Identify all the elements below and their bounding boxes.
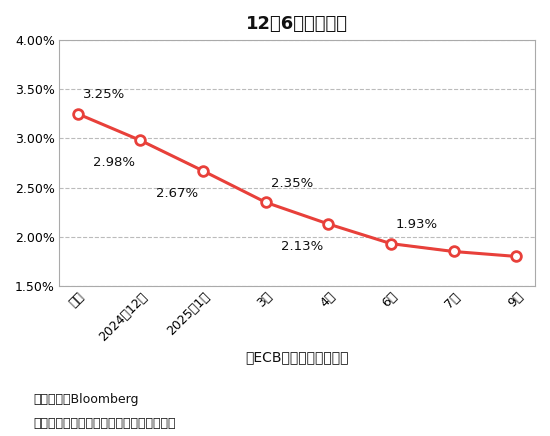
Text: 1.93%: 1.93%	[396, 218, 438, 231]
Text: （注）　政策金利は預金ファシリティ金利: （注） 政策金利は預金ファシリティ金利	[33, 417, 175, 430]
Text: 2.67%: 2.67%	[156, 187, 198, 200]
Text: 2.35%: 2.35%	[271, 177, 313, 190]
Text: 2.13%: 2.13%	[281, 240, 323, 253]
Text: （出所）　Bloomberg: （出所） Bloomberg	[33, 393, 139, 406]
Text: 2.98%: 2.98%	[94, 156, 135, 169]
Text: 3.25%: 3.25%	[83, 88, 125, 101]
X-axis label: ＜ECB理事会の開催月＞: ＜ECB理事会の開催月＞	[245, 350, 349, 364]
Title: 12月6日執筆時点: 12月6日執筆時点	[246, 15, 348, 33]
